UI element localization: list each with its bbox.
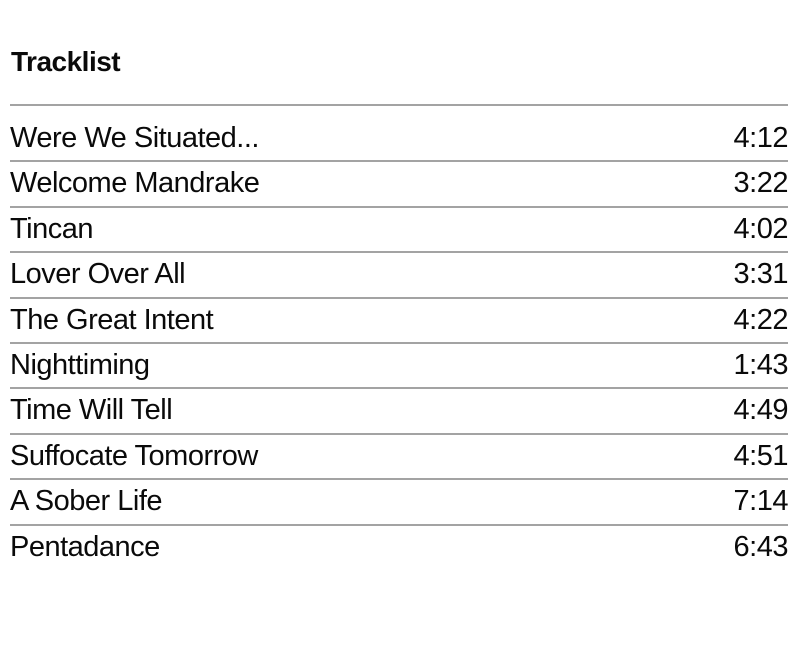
tracklist-table: Were We Situated... 4:12 Welcome Mandrake 3… [10,117,788,569]
track-title: Time Will Tell [10,394,173,427]
table-row: Welcome Mandrake 3:22 [10,161,788,207]
track-title: Pentadance [10,530,160,563]
track-duration: 4:49 [733,394,788,427]
table-row: Suffocate Tomorrow 4:51 [10,434,788,480]
tracklist-page: Tracklist Were We Situated... 4:12 Welcome… [0,46,794,569]
table-row: Tincan 4:02 [10,207,788,253]
page-title: Tracklist [10,46,788,106]
table-row: Lover Over All 3:31 [10,252,788,298]
track-duration: 4:22 [733,303,788,336]
track-duration: 4:02 [733,212,788,245]
track-title: Tincan [10,212,93,245]
table-row: A Sober Life 7:14 [10,479,788,525]
table-row: The Great Intent 4:22 [10,298,788,344]
track-title: Nighttiming [10,349,150,382]
tracklist-body: Were We Situated... 4:12 Welcome Mandrake 3… [10,117,788,569]
track-duration: 7:14 [733,485,788,518]
track-title: Were We Situated... [10,122,259,154]
track-duration: 3:22 [733,167,788,200]
table-row: Pentadance 6:43 [10,525,788,569]
table-row: Were We Situated... 4:12 [10,117,788,162]
track-duration: 1:43 [733,349,788,382]
track-title: Suffocate Tomorrow [10,439,258,472]
table-row: Time Will Tell 4:49 [10,388,788,434]
table-row: Nighttiming 1:43 [10,343,788,389]
track-title: Lover Over All [10,258,186,291]
track-duration: 3:31 [733,258,788,291]
track-duration: 4:51 [733,439,788,472]
track-title: Welcome Mandrake [10,167,260,200]
track-duration: 6:43 [733,530,788,563]
track-title: The Great Intent [10,303,214,336]
track-duration: 4:12 [733,122,788,154]
track-title: A Sober Life [10,485,163,518]
